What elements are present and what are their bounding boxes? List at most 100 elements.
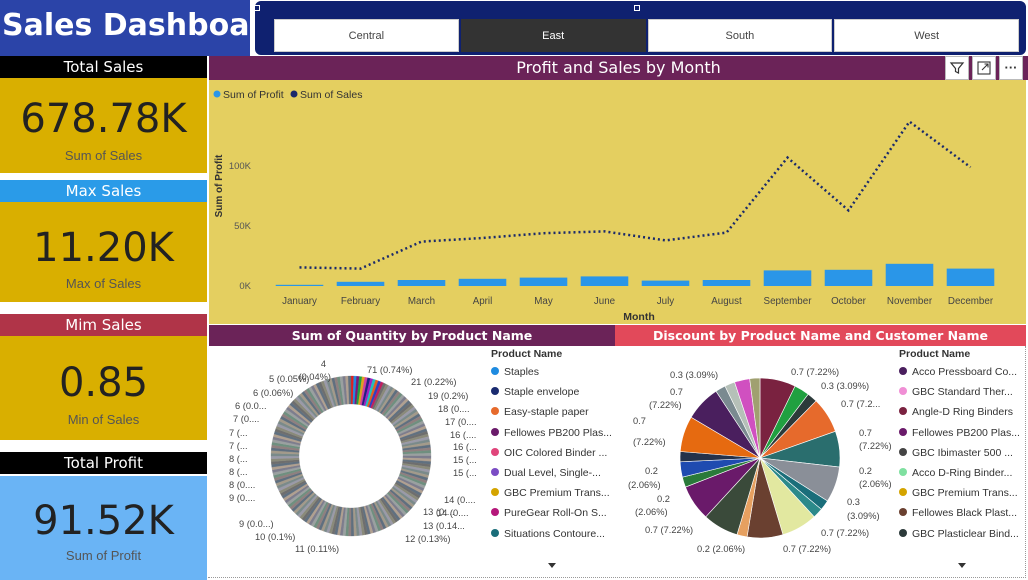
donut-data-label: 13 (0.14...	[423, 521, 465, 531]
legend-label: OIC Colored Binder ...	[504, 446, 608, 459]
region-east-button[interactable]: East	[460, 19, 646, 52]
visual-header-icons: ···	[945, 56, 1023, 80]
total-sales-card[interactable]: 678.78K Sum of Sales	[0, 78, 207, 173]
min-sales-label: Min of Sales	[67, 412, 140, 427]
donut-data-label: 18 (0....	[438, 404, 470, 414]
pie-data-label: 0.3	[847, 497, 860, 507]
profit-bar[interactable]	[702, 280, 751, 286]
profit-bar[interactable]	[946, 268, 995, 286]
pie-data-label: 0.7 (7.22%)	[821, 528, 869, 538]
legend-scroll-down-icon[interactable]	[548, 563, 556, 568]
donut-data-label: 4	[321, 359, 326, 369]
pie-data-label: 0.2	[859, 466, 872, 476]
legend-color-dot	[491, 387, 499, 396]
donut-data-label: 5 (0.05%)	[269, 374, 309, 384]
legend-color-dot	[899, 488, 907, 497]
legend-title: Product Name	[491, 348, 563, 360]
legend-label: Fellowes Black Plast...	[912, 507, 1018, 520]
legend-label: GBC Premium Trans...	[504, 487, 610, 500]
legend-item[interactable]: Fellowes PB200 Plas...	[899, 427, 1020, 439]
total-profit-card[interactable]: 91.52K Sum of Profit	[0, 476, 207, 580]
profit-bar[interactable]	[519, 277, 568, 286]
legend-color-dot	[899, 407, 907, 416]
legend-item[interactable]: Acco Pressboard Co...	[899, 366, 1017, 378]
region-central-button[interactable]: Central	[274, 19, 459, 52]
pie-data-label: 0.2	[645, 466, 658, 476]
profit-bar[interactable]	[397, 280, 446, 286]
donut-data-label: 7 (...	[229, 428, 248, 438]
profit-bar[interactable]	[336, 281, 385, 286]
donut-data-label: 14 (0....	[444, 495, 476, 505]
legend-item[interactable]: Fellowes Black Plast...	[899, 507, 1017, 519]
legend-color-dot	[899, 427, 907, 436]
donut-data-label: 13 (0....	[423, 507, 455, 517]
legend-color-dot	[491, 488, 499, 497]
legend-label: Dual Level, Single-...	[504, 467, 601, 479]
resize-handle[interactable]	[634, 5, 640, 11]
legend-label: Easy-staple paper	[504, 406, 589, 419]
x-axis-title: Month	[623, 311, 655, 323]
pie-data-label: 0.2	[657, 494, 670, 504]
legend-item[interactable]: Acco D-Ring Binder...	[899, 467, 1012, 479]
legend-item[interactable]: OIC Colored Binder ...	[491, 447, 607, 459]
donut-data-label: 8 (0....	[229, 480, 255, 490]
resize-handle[interactable]	[254, 5, 260, 11]
profit-bar[interactable]	[275, 284, 324, 286]
total-profit-value: 91.52K	[33, 498, 174, 544]
legend-item[interactable]: GBC Premium Trans...	[491, 487, 610, 499]
profit-bar[interactable]	[641, 280, 690, 286]
legend-item[interactable]: Easy-staple paper	[491, 406, 589, 418]
legend-item[interactable]: PureGear Roll-On S...	[491, 507, 607, 519]
focus-mode-icon[interactable]	[972, 56, 996, 80]
pie-slice[interactable]	[749, 377, 761, 459]
x-tick-label: May	[534, 296, 553, 307]
pie-data-label: 0.3 (3.09%)	[821, 381, 869, 391]
total-sales-label: Sum of Sales	[64, 148, 143, 163]
region-south-button[interactable]: South	[647, 19, 833, 52]
legend-label: Acco D-Ring Binder...	[912, 467, 1013, 479]
profit-bar[interactable]	[763, 270, 812, 286]
profit-bar[interactable]	[580, 276, 629, 286]
legend-scroll-down-icon[interactable]	[958, 563, 966, 568]
legend-item[interactable]: GBC Plasticlear Bind...	[899, 528, 1019, 540]
filter-icon[interactable]	[945, 56, 969, 80]
sales-line[interactable]	[299, 119, 972, 270]
pie-data-label: (3.09%)	[847, 511, 880, 521]
donut-data-label: 9 (0.0...)	[239, 519, 274, 529]
legend-item[interactable]: Staple envelope	[491, 386, 579, 398]
donut-slice[interactable]	[348, 375, 352, 405]
legend-color-dot	[491, 528, 499, 537]
legend-item[interactable]: GBC Ibimaster 500 ...	[899, 447, 1013, 459]
total-profit-label: Sum of Profit	[65, 548, 142, 563]
legend-item[interactable]: GBC Premium Trans...	[899, 487, 1018, 499]
profit-bar[interactable]	[824, 269, 873, 286]
pie-data-label: 0.7 (7.2...	[841, 399, 880, 409]
legend-item[interactable]: Situations Contoure...	[491, 528, 605, 540]
donut-data-label: 7 (0....	[233, 414, 259, 424]
legend-item[interactable]: Staples	[491, 366, 539, 378]
legend-item[interactable]: Fellowes PB200 Plas...	[491, 427, 612, 439]
legend-color-dot	[899, 508, 907, 517]
quantity-chart-title: Sum of Quantity by Product Name	[209, 325, 615, 346]
dashboard-title: Sales Dashboard	[0, 0, 286, 56]
legend-label: Fellowes PB200 Plas...	[912, 426, 1020, 439]
region-west-button[interactable]: West	[834, 19, 1019, 52]
x-tick-label: November	[887, 296, 933, 307]
donut-data-label: 16 (...	[453, 442, 477, 452]
max-sales-card[interactable]: 11.20K Max of Sales	[0, 202, 207, 302]
more-options-icon[interactable]: ···	[999, 56, 1023, 80]
discount-chart-title: Discount by Product Name and Customer Na…	[615, 325, 1026, 346]
legend-color-dot	[491, 508, 499, 517]
legend-item[interactable]: GBC Standard Ther...	[899, 386, 1013, 398]
min-sales-card[interactable]: 0.85 Min of Sales	[0, 336, 207, 440]
donut-data-label: 8 (...	[229, 467, 248, 477]
legend-label: Angle-D Ring Binders	[912, 406, 1013, 419]
legend-item[interactable]: Angle-D Ring Binders	[899, 406, 1013, 418]
profit-bar[interactable]	[458, 278, 507, 286]
legend-label: PureGear Roll-On S...	[504, 507, 607, 520]
profit-bar[interactable]	[885, 263, 934, 286]
donut-data-label: 7 (...	[229, 441, 248, 451]
x-tick-label: August	[711, 296, 742, 307]
legend-item[interactable]: Dual Level, Single-...	[491, 467, 601, 479]
